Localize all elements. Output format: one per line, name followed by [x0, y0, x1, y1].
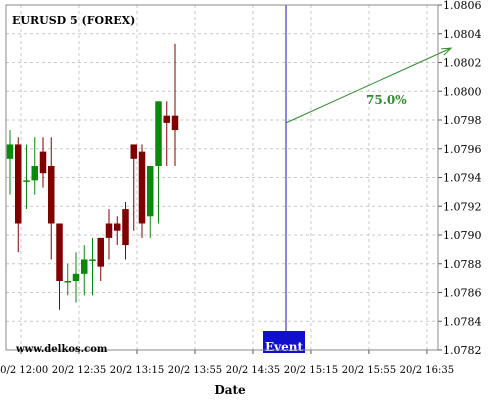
- candle: [155, 101, 162, 224]
- candle: [122, 201, 129, 260]
- candle-body: [15, 144, 22, 224]
- candle-body: [147, 166, 154, 217]
- y-tick-label: 1.0784: [443, 315, 482, 328]
- y-tick-label: 1.0788: [443, 258, 482, 271]
- y-tick-label: 1.0782: [443, 344, 482, 357]
- candle: [163, 101, 170, 166]
- candle: [72, 252, 80, 303]
- forecast-arrow-head: [440, 47, 453, 56]
- candle-body: [138, 151, 146, 224]
- x-tick-label: 20/2 13:15: [110, 365, 164, 376]
- y-tick-label: 1.0798: [443, 114, 482, 127]
- candle: [48, 137, 55, 260]
- candle-body: [163, 115, 170, 123]
- grid-layer: [6, 4, 438, 351]
- candle-body: [64, 281, 71, 283]
- candle: [6, 130, 14, 195]
- candle: [97, 237, 104, 281]
- x-axis-label: Date: [214, 383, 246, 397]
- candle-body: [48, 166, 55, 224]
- candle: [39, 137, 47, 188]
- candle-body: [39, 151, 47, 174]
- candle: [114, 216, 121, 246]
- candle: [31, 137, 38, 195]
- candle: [130, 144, 137, 231]
- candle: [15, 137, 22, 253]
- y-tick-label: 1.0804: [443, 28, 482, 41]
- y-tick-label: 1.0786: [443, 287, 482, 300]
- x-tick-label: 20/2 14:35: [226, 365, 280, 376]
- candle: [56, 223, 63, 310]
- candle: [171, 43, 179, 166]
- event-box: [263, 331, 305, 353]
- candle-body: [31, 166, 38, 181]
- y-tick-label: 1.0806: [443, 0, 482, 12]
- candle: [105, 209, 113, 260]
- x-tick-label: 20/2 12:35: [52, 365, 106, 376]
- x-tick-label: 20/2 15:55: [342, 365, 396, 376]
- candle-body: [81, 259, 88, 274]
- candle-body: [105, 223, 113, 238]
- y-tick-label: 1.0790: [443, 229, 482, 242]
- candle-body: [171, 115, 179, 131]
- candle-body: [97, 237, 104, 267]
- x-tick-label: 20/2 12:00: [0, 365, 48, 376]
- watermark-text: www.delkos.com: [15, 344, 108, 355]
- y-axis-ticks: 1.0782 1.0784 1.0786 1.0788 1.0790 1.0792 1.07…: [438, 0, 482, 357]
- candle: [81, 245, 88, 296]
- x-tick-label: 20/2 16:35: [400, 365, 454, 376]
- candle-body: [130, 144, 137, 159]
- forecast-percentage-label: 75.0%: [366, 93, 407, 107]
- y-tick-label: 1.0802: [443, 57, 482, 70]
- candle-body: [155, 101, 162, 166]
- candle: [138, 144, 146, 238]
- x-axis-ticks: 20/2 12:00 20/2 12:35 20/2 13:15 20/2 13:55…: [0, 350, 454, 376]
- candle: [147, 166, 154, 238]
- candle: [64, 263, 71, 296]
- candle-body: [23, 180, 30, 182]
- y-tick-label: 1.0794: [443, 172, 482, 185]
- candle-body: [6, 144, 14, 159]
- candle-body: [114, 223, 121, 231]
- y-tick-label: 1.0796: [443, 143, 482, 156]
- candle: [23, 144, 30, 210]
- event-label: Event: [265, 340, 303, 354]
- chart-title: EURUSD 5 (FOREX): [12, 14, 135, 27]
- x-tick-label: 20/2 15:15: [284, 365, 338, 376]
- candle-body: [56, 223, 63, 281]
- candle-body: [89, 259, 96, 261]
- y-tick-label: 1.0792: [443, 200, 482, 213]
- x-tick-label: 20/2 13:55: [168, 365, 222, 376]
- candles-layer: [6, 43, 179, 310]
- candle-body: [72, 273, 80, 281]
- plot-frame: [5, 4, 439, 351]
- y-tick-label: 1.0800: [443, 85, 482, 98]
- forecast-arrow-line: [285, 47, 452, 124]
- candle: [89, 237, 96, 296]
- candle-body: [122, 209, 129, 246]
- event-layer: Event 75.0%: [263, 5, 453, 354]
